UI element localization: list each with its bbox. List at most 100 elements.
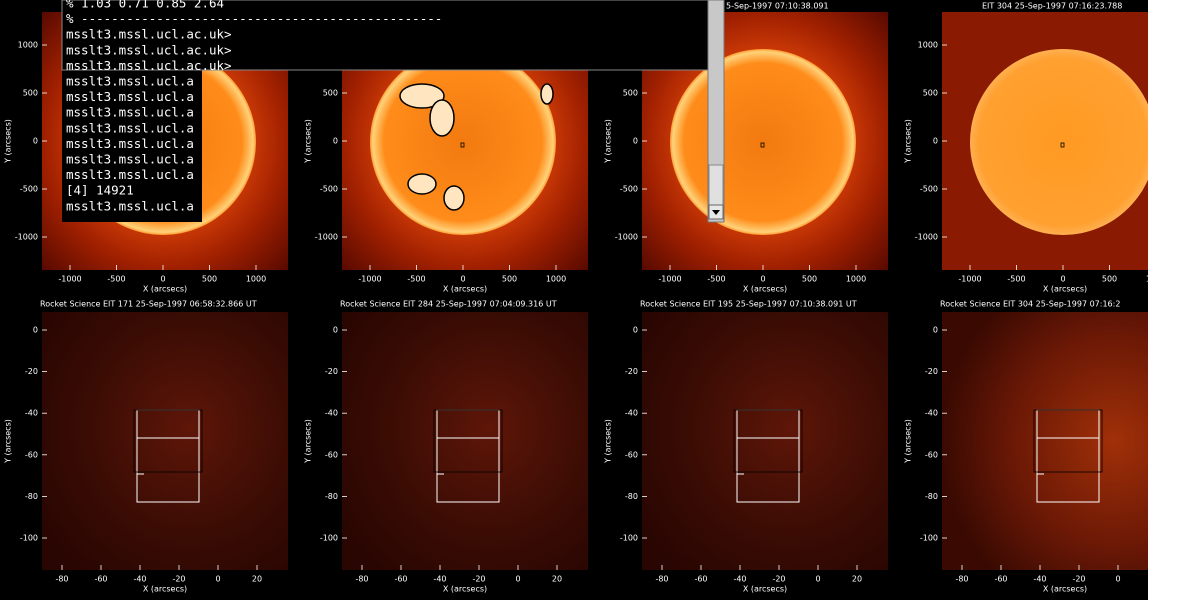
active-region: [429, 99, 455, 137]
slit-box: [733, 409, 803, 473]
x-tick-label: 1000: [846, 275, 866, 284]
y-tick-label: 1000: [918, 41, 938, 50]
terminal-window[interactable]: % 1.03 0.71 0.85 2.64% -----------------…: [61, 0, 725, 223]
x-tick-label: 1000: [546, 275, 566, 284]
x-tick-label: -40: [433, 575, 446, 584]
x-axis-label: X (arcsecs): [1043, 585, 1087, 594]
y-tick-label: -60: [925, 450, 938, 459]
zoom-panel: Rocket Science EIT 171 25-Sep-1997 06:58…: [4, 300, 288, 594]
panel-title: 5-Sep-1997 07:10:38.091: [726, 2, 829, 11]
terminal-bg: [62, 0, 708, 70]
terminal-line: msslt3.mssl.ucl.a: [66, 198, 194, 213]
terminal-line: % --------------------------------------…: [66, 11, 442, 26]
y-tick-label: 0: [333, 137, 338, 146]
panel-title: Rocket Science EIT 195 25-Sep-1997 07:10…: [640, 300, 857, 309]
scrollbar-thumb[interactable]: [708, 164, 724, 206]
scroll-arrow: [712, 210, 720, 215]
y-tick-label: -1000: [15, 233, 38, 242]
zoom-panel: Rocket Science EIT 195 25-Sep-1997 07:10…: [604, 300, 888, 594]
y-tick-label: 0: [333, 326, 338, 335]
image: [42, 312, 288, 570]
y-tick-label: 0: [933, 137, 938, 146]
x-tick-label: -60: [994, 575, 1007, 584]
x-tick-label: 20: [252, 575, 262, 584]
solar-disk: [670, 49, 856, 235]
x-tick-label: -60: [394, 575, 407, 584]
terminal-line: msslt3.mssl.ucl.ac.uk>: [66, 27, 232, 42]
x-tick-label: -1000: [58, 275, 81, 284]
y-tick-label: -500: [920, 185, 938, 194]
y-tick-label: 500: [623, 89, 638, 98]
y-tick-label: -40: [625, 409, 638, 418]
y-tick-label: -60: [625, 450, 638, 459]
x-tick-label: -20: [772, 575, 785, 584]
y-axis-label: Y (arcsecs): [4, 419, 13, 464]
y-axis-label: Y (arcsecs): [904, 419, 913, 464]
y-tick-label: -100: [20, 534, 38, 543]
x-tick-label: 0: [815, 575, 820, 584]
x-tick-label: -1000: [358, 275, 381, 284]
y-tick-label: -1000: [615, 233, 638, 242]
y-axis-label: Y (arcsecs): [304, 419, 313, 464]
x-axis-label: X (arcsecs): [443, 285, 487, 294]
terminal-line: msslt3.mssl.ucl.a: [66, 152, 194, 167]
y-tick-label: 500: [323, 89, 338, 98]
pointing-marker: [760, 142, 765, 148]
active-region: [407, 173, 437, 195]
y-tick-label: 0: [933, 326, 938, 335]
slit-box: [1033, 409, 1103, 473]
y-tick-label: -80: [325, 492, 338, 501]
x-axis-label: X (arcsecs): [743, 585, 787, 594]
terminal-line: % 1.03 0.71 0.85 2.64: [66, 0, 224, 11]
x-tick-label: -20: [172, 575, 185, 584]
y-tick-label: -100: [920, 534, 938, 543]
x-tick-label: 500: [1102, 275, 1117, 284]
x-axis-label: X (arcsecs): [743, 285, 787, 294]
x-tick-label: -40: [133, 575, 146, 584]
x-tick-label: 0: [1060, 275, 1065, 284]
x-tick-label: -500: [707, 275, 725, 284]
x-tick-label: -60: [94, 575, 107, 584]
x-tick-label: -40: [733, 575, 746, 584]
terminal-line: msslt3.mssl.ucl.a: [66, 105, 194, 120]
y-tick-label: -20: [625, 367, 638, 376]
image: [942, 312, 1188, 570]
x-tick-label: -80: [955, 575, 968, 584]
x-axis-label: X (arcsecs): [443, 585, 487, 594]
y-tick-label: -20: [25, 367, 38, 376]
y-axis-label: Y (arcsecs): [904, 119, 913, 164]
y-tick-label: -500: [320, 185, 338, 194]
y-tick-label: -80: [925, 492, 938, 501]
y-axis-label: Y (arcsecs): [304, 119, 313, 164]
panel-title: EIT 304 25-Sep-1997 07:16:23.788: [982, 2, 1122, 11]
x-tick-label: 0: [515, 575, 520, 584]
x-tick-label: -20: [472, 575, 485, 584]
x-tick-label: 0: [460, 275, 465, 284]
x-tick-label: 500: [802, 275, 817, 284]
x-tick-label: -80: [55, 575, 68, 584]
y-tick-label: 0: [33, 137, 38, 146]
y-tick-label: 0: [33, 326, 38, 335]
full-disk-panel: EIT 304 25-Sep-1997 07:16:23.788 -1000 -50…: [904, 2, 1188, 294]
terminal-line: [4] 14921: [66, 183, 134, 198]
x-tick-label: -500: [407, 275, 425, 284]
y-tick-label: -60: [325, 450, 338, 459]
y-tick-label: -20: [925, 367, 938, 376]
slit-box: [133, 409, 203, 473]
y-tick-label: -100: [620, 534, 638, 543]
y-tick-label: -40: [325, 409, 338, 418]
y-tick-label: -500: [20, 185, 38, 194]
x-tick-label: -500: [1007, 275, 1025, 284]
y-tick-label: -1000: [915, 233, 938, 242]
x-tick-label: 20: [552, 575, 562, 584]
y-tick-label: 0: [633, 137, 638, 146]
image: [342, 312, 588, 570]
x-tick-label: -20: [1072, 575, 1085, 584]
y-tick-label: 0: [633, 326, 638, 335]
y-tick-label: -40: [25, 409, 38, 418]
y-tick-label: 500: [923, 89, 938, 98]
y-tick-label: -100: [320, 534, 338, 543]
terminal-line: msslt3.mssl.ucl.a: [66, 89, 194, 104]
window-edge: [1148, 0, 1200, 600]
